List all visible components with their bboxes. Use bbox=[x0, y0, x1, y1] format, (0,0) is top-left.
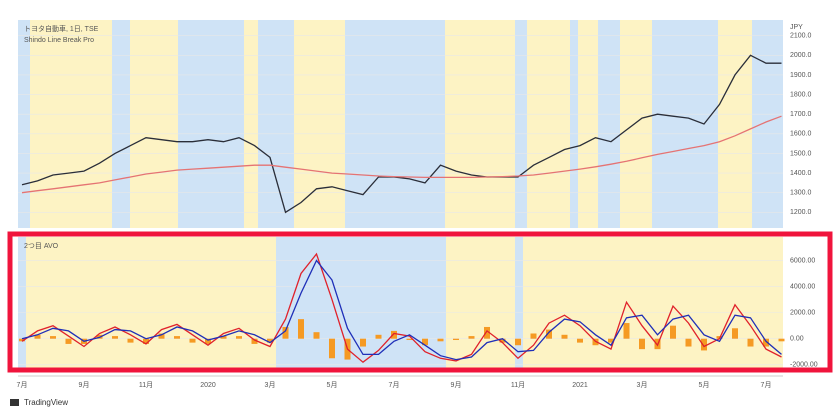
y-tick-label: 1900.0 bbox=[790, 72, 812, 79]
indicator-title: 2つ目 AVO bbox=[24, 242, 59, 250]
y-tick-label: 1700.0 bbox=[790, 111, 812, 118]
histogram-bar bbox=[375, 334, 382, 339]
histogram-bar bbox=[50, 336, 56, 339]
histogram-bar bbox=[189, 338, 196, 343]
x-tick-label: 5月 bbox=[699, 381, 710, 389]
histogram-bar bbox=[127, 338, 134, 343]
histogram-bar bbox=[329, 338, 335, 359]
histogram-bar bbox=[499, 338, 506, 343]
histogram-bar bbox=[453, 338, 459, 341]
state-bands bbox=[18, 237, 523, 370]
histogram-bar bbox=[747, 338, 754, 347]
histogram-bar bbox=[623, 323, 630, 339]
x-tick-label: 3月 bbox=[265, 381, 276, 389]
footer: TradingView bbox=[24, 398, 68, 407]
y-tick-label: 1500.0 bbox=[790, 150, 812, 157]
chart-title: トヨタ自動車, 1日, TSE bbox=[24, 24, 99, 33]
histogram-bar bbox=[639, 338, 645, 350]
x-tick-label: 2021 bbox=[572, 382, 588, 389]
histogram-bar bbox=[778, 338, 785, 342]
histogram-bar bbox=[267, 338, 273, 343]
unit-label: JPY bbox=[790, 24, 803, 31]
y-tick-label: 1300.0 bbox=[790, 190, 812, 197]
x-tick-label: 11月 bbox=[511, 381, 525, 389]
series-line bbox=[21, 54, 782, 214]
histogram-bar bbox=[158, 333, 165, 339]
histogram-bar bbox=[391, 330, 397, 339]
x-tick-label: 3月 bbox=[637, 381, 648, 389]
y-tick-label: 2000.0 bbox=[790, 52, 812, 59]
histogram-bar bbox=[577, 338, 583, 343]
histogram-bar bbox=[65, 338, 72, 344]
logo bbox=[10, 399, 19, 406]
x-tick-label: 7月 bbox=[17, 381, 28, 389]
x-tick-label: 11月 bbox=[139, 381, 153, 389]
histogram-bar bbox=[34, 334, 41, 339]
state-bands bbox=[18, 20, 783, 228]
y-tick-label: 1400.0 bbox=[790, 170, 812, 177]
histogram-bar bbox=[546, 329, 552, 339]
histogram-bar bbox=[732, 328, 738, 339]
series-line bbox=[21, 252, 782, 364]
y-tick-label: 6000.00 bbox=[790, 257, 815, 264]
histogram-bar bbox=[360, 338, 366, 347]
histogram-bar bbox=[205, 338, 211, 344]
histogram-bar bbox=[670, 325, 676, 339]
y-tick-label: 1800.0 bbox=[790, 91, 812, 98]
histogram-bar bbox=[515, 338, 521, 346]
x-tick-label: 7月 bbox=[761, 381, 772, 389]
x-tick-label: 7月 bbox=[389, 381, 400, 389]
histogram-bar bbox=[484, 326, 490, 339]
histogram-bar bbox=[174, 336, 180, 339]
histogram-bar bbox=[685, 338, 692, 347]
x-tick-label: 5月 bbox=[327, 381, 338, 389]
highlight-frame bbox=[7, 231, 833, 373]
indicator-name: Shindo Line Break Pro bbox=[24, 37, 94, 44]
x-tick-label: 9月 bbox=[79, 381, 90, 389]
histogram-bar bbox=[112, 336, 118, 339]
y-tick-label: 2000.00 bbox=[790, 309, 815, 316]
histogram-bar bbox=[422, 338, 428, 346]
histogram-bar bbox=[530, 333, 537, 339]
histogram-bar bbox=[143, 338, 149, 344]
histogram-bar bbox=[406, 338, 413, 341]
histogram-bar bbox=[19, 338, 25, 342]
y-tick-label: 4000.00 bbox=[790, 283, 815, 290]
series-line bbox=[21, 115, 782, 194]
histogram-bar bbox=[313, 332, 320, 339]
histogram-bar bbox=[701, 338, 707, 351]
histogram-bar bbox=[220, 336, 227, 339]
series-line bbox=[21, 259, 782, 361]
histogram-bar bbox=[298, 319, 304, 339]
histogram-bar bbox=[282, 326, 289, 339]
y-tick-label: 1600.0 bbox=[790, 131, 812, 138]
x-tick-label: 2020 bbox=[200, 382, 216, 389]
y-tick-label: 1200.0 bbox=[790, 209, 812, 216]
histogram-bar bbox=[561, 334, 568, 339]
histogram-bar bbox=[251, 338, 258, 344]
x-tick-label: 9月 bbox=[451, 381, 462, 389]
histogram-bar bbox=[468, 336, 475, 339]
histogram-bar bbox=[236, 336, 242, 339]
histogram-bar bbox=[763, 338, 769, 347]
y-tick-label: 2100.0 bbox=[790, 33, 812, 40]
y-tick-label: 0.00 bbox=[790, 336, 804, 343]
histogram-bar bbox=[437, 338, 444, 342]
y-tick-label: -2000.00 bbox=[790, 362, 818, 369]
histogram-bar bbox=[608, 338, 614, 343]
